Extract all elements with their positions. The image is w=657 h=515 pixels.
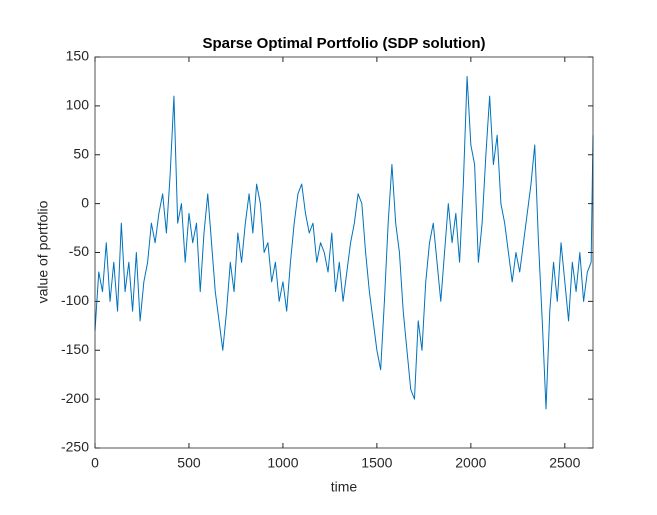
- y-tick-label: 150: [66, 48, 90, 64]
- x-tick-label: 2500: [549, 455, 580, 471]
- chart-title: Sparse Optimal Portfolio (SDP solution): [202, 35, 485, 52]
- y-tick-label: -100: [61, 292, 89, 308]
- y-tick-label: -250: [61, 439, 89, 455]
- y-tick-label: -150: [61, 341, 89, 357]
- x-tick-label: 0: [91, 455, 99, 471]
- y-tick-label: -200: [61, 390, 89, 406]
- x-tick-label: 2000: [455, 455, 486, 471]
- y-tick-label: 0: [81, 194, 89, 210]
- x-tick-label: 1000: [267, 455, 298, 471]
- x-axis-label: time: [331, 479, 358, 495]
- y-tick-label: 100: [66, 97, 90, 113]
- y-tick-label: 50: [73, 145, 89, 161]
- x-tick-label: 1500: [361, 455, 392, 471]
- y-axis-label: value of portfolio: [35, 200, 51, 303]
- x-tick-label: 500: [177, 455, 201, 471]
- y-tick-label: -50: [69, 243, 89, 259]
- data-line: [94, 76, 594, 410]
